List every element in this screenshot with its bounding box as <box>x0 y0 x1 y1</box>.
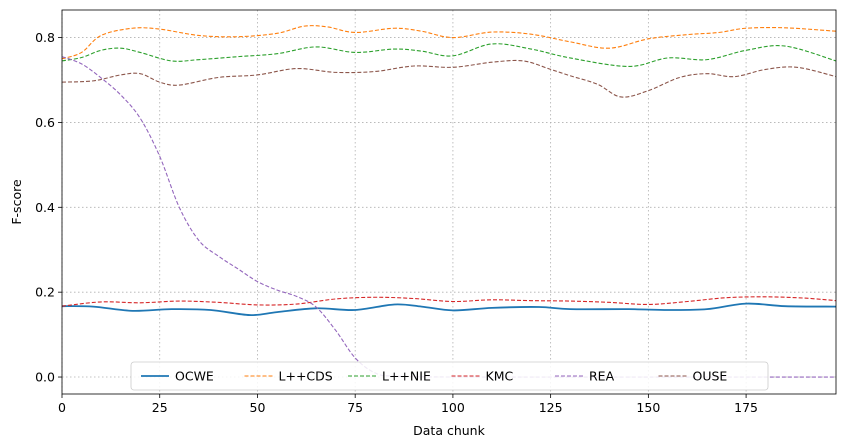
legend-label: KMC <box>486 369 514 384</box>
legend: OCWE L++CDS L++NIE KMC REA OUSE <box>130 361 769 391</box>
series-line-ocwe <box>62 302 836 316</box>
y-tick-label: 0.4 <box>35 200 55 215</box>
legend-box <box>130 361 769 391</box>
plot-frame <box>61 9 837 395</box>
legend-label: L++NIE <box>382 369 431 384</box>
x-tick-label: 125 <box>539 400 563 415</box>
y-tick-label: 0.0 <box>35 370 55 385</box>
series-line-kmc <box>62 296 836 307</box>
legend-label: OUSE <box>693 369 728 384</box>
y-tick-label: 0.2 <box>35 285 55 300</box>
x-tick-label: 175 <box>734 400 758 415</box>
x-tick-label: 150 <box>636 400 660 415</box>
x-axis-label: Data chunk <box>413 423 485 438</box>
y-axis-ticks: 0.0 0.2 0.4 0.6 0.8 <box>35 30 62 385</box>
legend-label: REA <box>589 369 615 384</box>
x-axis-ticks: 0 25 50 75 100 125 150 175 <box>58 394 758 415</box>
x-tick-label: 100 <box>441 400 465 415</box>
x-tick-label: 0 <box>58 400 66 415</box>
series-lines <box>62 25 836 378</box>
series-line-l-cds <box>62 25 836 60</box>
legend-label: OCWE <box>175 369 214 384</box>
y-tick-label: 0.8 <box>35 30 55 45</box>
series-line-l-nie <box>62 43 836 67</box>
series-line-ouse <box>62 59 836 98</box>
legend-label: L++CDS <box>279 369 333 384</box>
y-axis-label: F-score <box>9 179 24 225</box>
x-tick-label: 75 <box>347 400 363 415</box>
x-tick-label: 25 <box>152 400 168 415</box>
x-tick-label: 50 <box>250 400 266 415</box>
y-tick-label: 0.6 <box>35 115 55 130</box>
